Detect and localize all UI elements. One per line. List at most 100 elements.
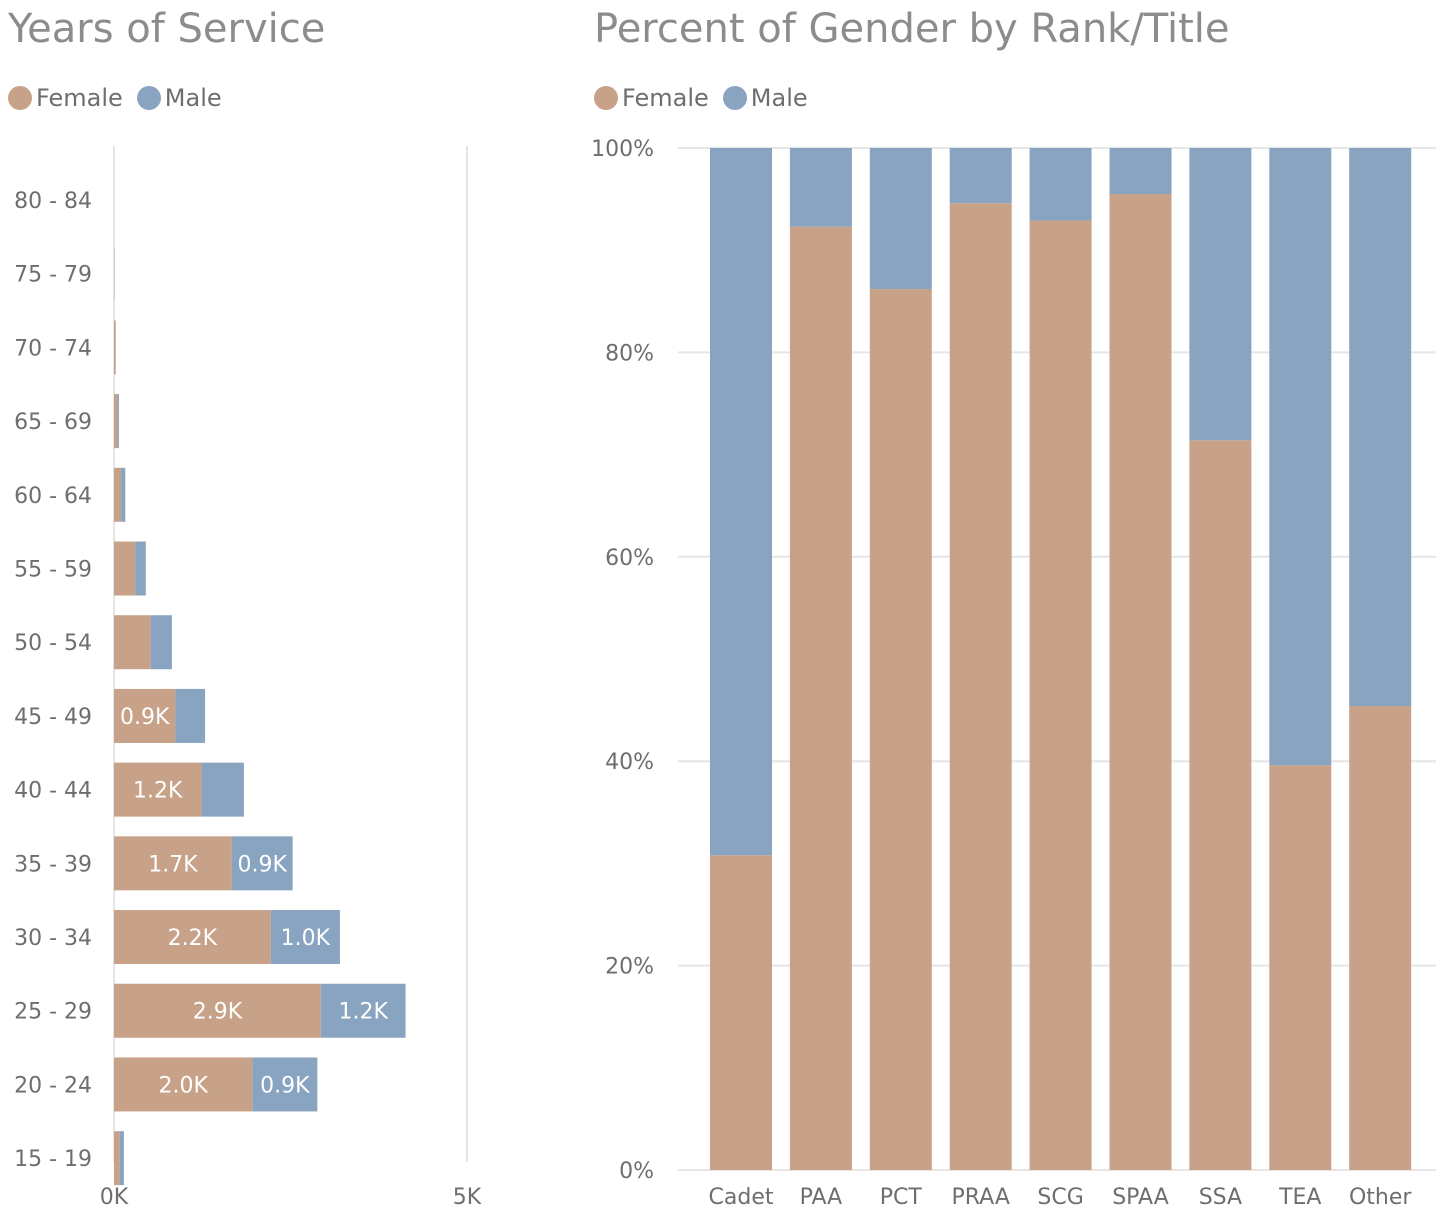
- bar-female-20-24: [114, 1057, 253, 1112]
- chart-title-gender-by-rank: Percent of Gender by Rank/Title: [594, 6, 1230, 52]
- y-tick-label-0: 0%: [619, 1159, 654, 1184]
- years-of-service-chart: Years of Service Female Male 0K 5K 80 - 84…: [0, 0, 560, 1222]
- bar-male-paa: [789, 148, 852, 227]
- y-tick-label-20-24: 20 - 24: [14, 1073, 92, 1098]
- bar-female-praa: [949, 203, 1012, 1171]
- gender-by-rank-plot: 0% 20% 40% 60% 80% 100% Cadet PAA PCT PRAA SCG SPAA…: [591, 137, 1436, 1210]
- female-dot-icon: [8, 86, 32, 110]
- legend-item-female[interactable]: Female: [594, 84, 709, 112]
- y-tick-label-40-44: 40 - 44: [14, 779, 92, 804]
- x-tick-label-pct: PCT: [880, 1185, 923, 1210]
- bar-female-pct: [869, 289, 932, 1170]
- bar-female-scg: [1029, 220, 1092, 1170]
- legend-item-female[interactable]: Female: [8, 84, 123, 112]
- x-tick-label-other: Other: [1349, 1185, 1412, 1210]
- bar-female-other: [1349, 706, 1412, 1170]
- bar-female-35-39: [114, 836, 232, 891]
- y-tick-label-80: 80%: [605, 341, 654, 366]
- y-tick-label-35-39: 35 - 39: [14, 852, 92, 877]
- y-tick-label-60: 60%: [605, 546, 654, 571]
- bar-female-30-34: [114, 910, 271, 965]
- x-tick-label-spaa: SPAA: [1112, 1185, 1169, 1210]
- bar-male-cadet: [710, 148, 772, 856]
- female-dot-icon: [594, 86, 618, 110]
- bar-male-15-19: [119, 1131, 124, 1186]
- legend-label-male: Male: [164, 84, 222, 112]
- bar-male-30-34: [270, 910, 340, 965]
- x-tick-label-cadet: Cadet: [709, 1185, 774, 1210]
- bar-male-spaa: [1109, 148, 1172, 194]
- legend-label-female: Female: [622, 84, 709, 112]
- bar-female-60-64: [114, 467, 122, 522]
- bar-male-ssa: [1189, 148, 1252, 441]
- data-label-male-25-29: 1.2K: [339, 1000, 389, 1025]
- years-of-service-plot: 0K 5K 80 - 84 75 - 79 70 - 74 65 - 69 60 - 64 5…: [14, 146, 482, 1210]
- bar-male-pct: [869, 148, 932, 290]
- x-tick-label-scg: SCG: [1037, 1185, 1083, 1210]
- y-tick-label-100: 100%: [591, 137, 654, 162]
- legend-gender-by-rank: Female Male: [594, 84, 822, 112]
- x-tick-label-paa: PAA: [800, 1185, 843, 1210]
- x-tick-label-0k: 0K: [100, 1185, 129, 1210]
- data-label-female-35-39: 1.7K: [148, 852, 198, 877]
- bar-male-35-39: [231, 836, 293, 891]
- data-label-female-40-44: 1.2K: [133, 779, 183, 804]
- bar-male-scg: [1029, 148, 1092, 221]
- bar-female-40-44: [114, 762, 202, 817]
- x-tick-label-praa: PRAA: [952, 1185, 1010, 1210]
- data-label-female-30-34: 2.2K: [168, 926, 218, 951]
- legend-label-female: Female: [36, 84, 123, 112]
- bar-male-50-54: [150, 615, 172, 670]
- bar-female-45-49: [114, 688, 176, 743]
- data-label-male-30-34: 1.0K: [281, 926, 331, 951]
- data-label-male-35-39: 0.9K: [238, 852, 288, 877]
- y-tick-label-15-19: 15 - 19: [14, 1147, 92, 1172]
- x-tick-label-ssa: SSA: [1199, 1185, 1242, 1210]
- bar-male-tea: [1269, 148, 1332, 766]
- bar-female-ssa: [1189, 440, 1252, 1170]
- y-tick-label-25-29: 25 - 29: [14, 1000, 92, 1025]
- x-tick-label-5k: 5K: [453, 1185, 482, 1210]
- bar-male-25-29: [320, 983, 406, 1038]
- bar-female-cadet: [710, 855, 772, 1170]
- male-dot-icon: [722, 86, 747, 110]
- male-dot-icon: [136, 86, 161, 110]
- bar-female-paa: [789, 226, 852, 1171]
- y-tick-label-55-59: 55 - 59: [14, 558, 92, 583]
- y-tick-label-80-84: 80 - 84: [14, 189, 92, 214]
- y-tick-label-70-74: 70 - 74: [14, 336, 92, 361]
- bar-male-20-24: [252, 1057, 318, 1112]
- data-label-female-20-24: 2.0K: [158, 1073, 208, 1098]
- bar-female-spaa: [1109, 193, 1172, 1171]
- bar-male-praa: [949, 148, 1012, 204]
- legend-item-male[interactable]: Male: [722, 84, 808, 112]
- bar-female-tea: [1269, 765, 1332, 1170]
- y-tick-label-45-49: 45 - 49: [14, 705, 92, 730]
- data-label-male-20-24: 0.9K: [260, 1073, 310, 1098]
- legend-item-male[interactable]: Male: [136, 84, 222, 112]
- y-tick-label-75-79: 75 - 79: [14, 263, 92, 288]
- bar-female-55-59: [114, 541, 136, 596]
- bar-male-40-44: [201, 762, 244, 817]
- legend-label-male: Male: [750, 84, 808, 112]
- y-tick-label-30-34: 30 - 34: [14, 926, 92, 951]
- y-tick-label-50-54: 50 - 54: [14, 631, 92, 656]
- y-tick-label-40: 40%: [605, 750, 654, 775]
- bar-male-60-64: [121, 467, 126, 522]
- bar-male-other: [1349, 148, 1412, 707]
- bar-female-70-74: [114, 320, 116, 375]
- data-label-female-45-49: 0.9K: [120, 705, 170, 730]
- x-tick-label-tea: TEA: [1278, 1185, 1321, 1210]
- y-tick-label-65-69: 65 - 69: [14, 410, 92, 435]
- legend-years-of-service: Female Male: [8, 84, 236, 112]
- bar-female-25-29: [114, 983, 321, 1038]
- bar-male-65-69: [117, 394, 119, 449]
- bar-male-45-49: [175, 688, 206, 743]
- bar-female-65-69: [114, 394, 118, 449]
- gender-by-rank-chart: Percent of Gender by Rank/Title Female M…: [580, 0, 1436, 1222]
- chart-title-years-of-service: Years of Service: [8, 6, 326, 52]
- data-label-female-25-29: 2.9K: [193, 1000, 243, 1025]
- bar-male-55-59: [135, 541, 146, 596]
- y-tick-label-60-64: 60 - 64: [14, 484, 92, 509]
- bar-female-15-19: [114, 1131, 120, 1186]
